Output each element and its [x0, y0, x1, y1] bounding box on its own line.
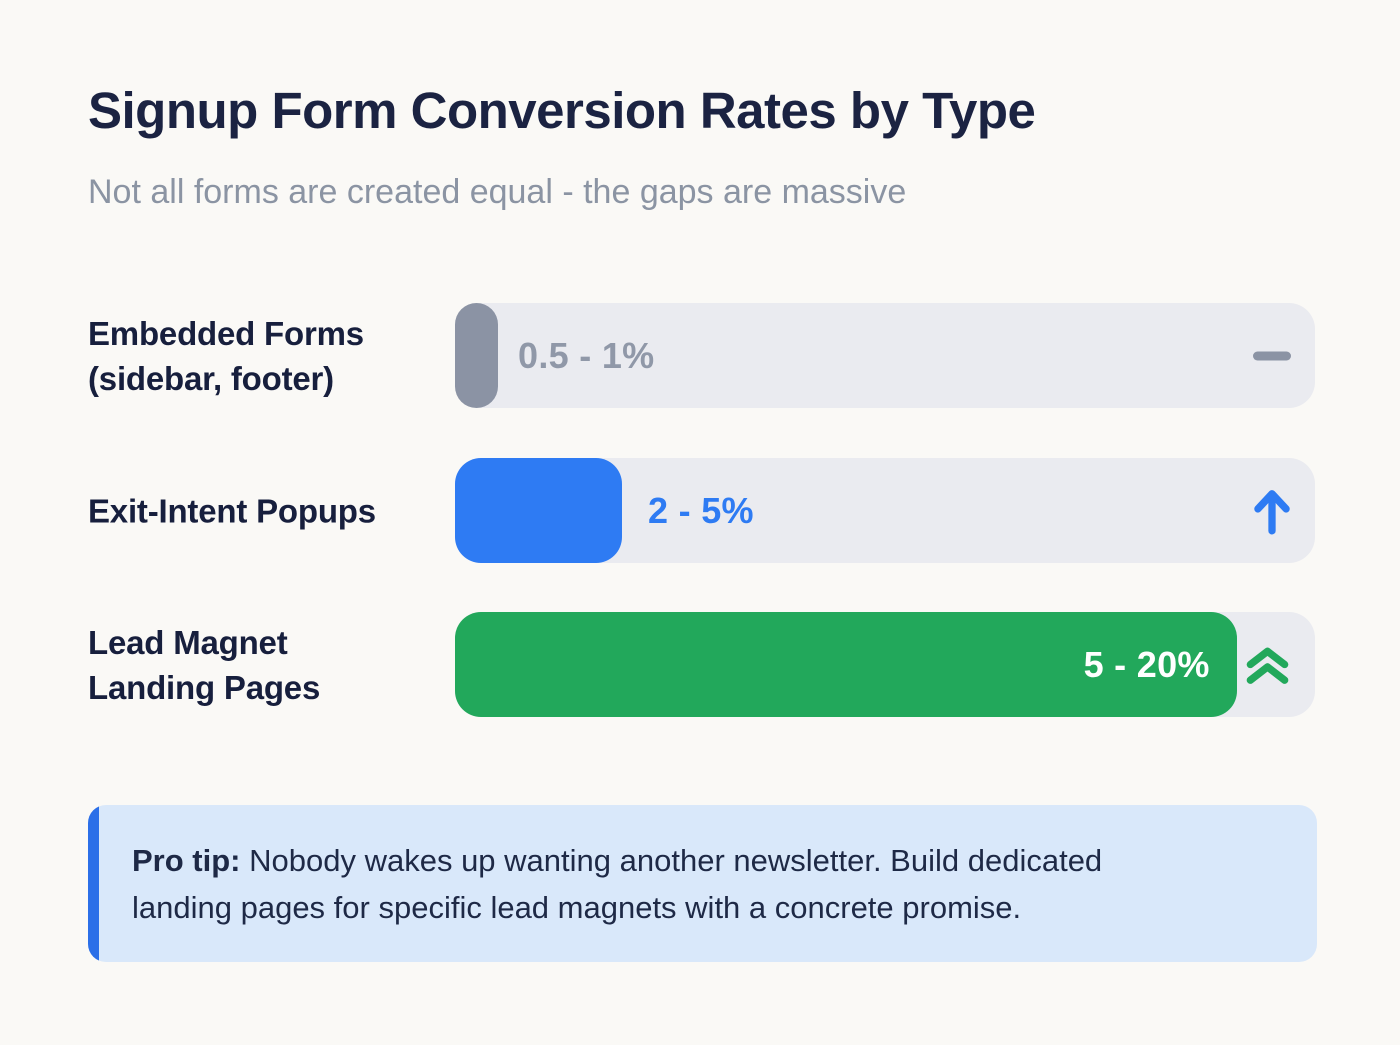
bar-value: 2 - 5%: [648, 489, 754, 531]
protip-label: Pro tip:: [132, 842, 241, 878]
bar-track: 2 - 5%: [455, 458, 1315, 563]
arrow-up-icon: [1253, 487, 1291, 535]
protip-accent-bar: [88, 805, 99, 962]
bar-value: 5 - 20%: [1083, 643, 1210, 685]
bar-row-lead-magnet-landing-pages: Lead Magnet Landing Pages 5 - 20%: [88, 612, 1315, 717]
protip-body: Nobody wakes up wanting another newslett…: [132, 842, 1103, 925]
protip-box: Pro tip: Nobody wakes up wanting another…: [88, 805, 1317, 962]
protip-text: Pro tip: Nobody wakes up wanting another…: [132, 837, 1102, 931]
bar-track: 5 - 20%: [455, 612, 1315, 717]
bar-label: Embedded Forms (sidebar, footer): [88, 314, 364, 397]
bar-fill: 5 - 20%: [455, 612, 1237, 717]
dash-glyph: [1253, 351, 1291, 360]
bar-row-embedded-forms: Embedded Forms (sidebar, footer) 0.5 - 1…: [88, 303, 1315, 408]
bar-fill: [455, 458, 622, 563]
bar-row-exit-intent-popups: Exit-Intent Popups 2 - 5%: [88, 458, 1315, 563]
bar-fill: [455, 303, 498, 408]
bar-label: Lead Magnet Landing Pages: [88, 623, 321, 706]
page-subtitle: Not all forms are created equal - the ga…: [88, 173, 907, 211]
dash-icon: [1253, 351, 1291, 360]
bar-value: 0.5 - 1%: [518, 334, 655, 376]
page-title: Signup Form Conversion Rates by Type: [88, 82, 1036, 139]
bar-label: Exit-Intent Popups: [88, 492, 376, 529]
bar-track: 0.5 - 1%: [455, 303, 1315, 408]
chevrons-up-icon: [1244, 644, 1291, 686]
